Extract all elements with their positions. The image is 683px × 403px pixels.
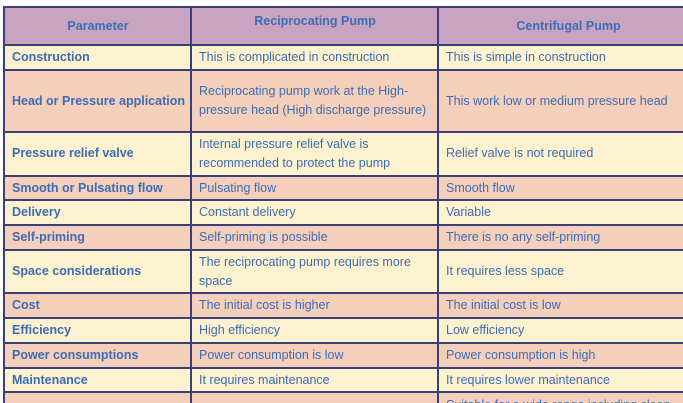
parameter-cell: Space considerations	[3, 248, 192, 295]
parameter-cell: Fluid handling	[3, 391, 192, 403]
table-row: Maintenance It requires maintenance It r…	[3, 366, 683, 394]
reciprocating-cell: Reciprocating pump work at the High-pres…	[190, 69, 439, 133]
centrifugal-cell: Suitable for a wide range including clea…	[437, 391, 683, 403]
parameter-cell: Delivery	[3, 199, 192, 226]
centrifugal-cell: It requires less space	[437, 248, 683, 295]
reciprocating-cell: High efficiency	[190, 317, 439, 344]
table-row: Power consumptions Power consumption is …	[3, 341, 683, 369]
centrifugal-cell: It requires lower maintenance	[437, 366, 683, 394]
centrifugal-cell: Smooth flow	[437, 174, 683, 202]
parameter-cell: Pressure relief valve	[3, 131, 192, 177]
table-row: Delivery Constant delivery Variable	[3, 199, 683, 226]
table-row: Efficiency High efficiency Low efficienc…	[3, 317, 683, 344]
pump-comparison-table: Parameter Reciprocating Pump Centrifugal…	[3, 6, 683, 403]
reciprocating-cell: Power consumption is low	[190, 341, 439, 369]
parameter-cell: Head or Pressure application	[3, 69, 192, 133]
parameter-cell: Smooth or Pulsating flow	[3, 174, 192, 202]
centrifugal-cell: There is no any self-priming	[437, 224, 683, 251]
table-row: Cost The initial cost is higher The init…	[3, 292, 683, 319]
reciprocating-cell: This is complicated in construction	[190, 44, 439, 71]
centrifugal-cell: Variable	[437, 199, 683, 226]
centrifugal-cell: Low efficiency	[437, 317, 683, 344]
table-row: Self-priming Self-priming is possible Th…	[3, 224, 683, 251]
header-row: Parameter Reciprocating Pump Centrifugal…	[3, 6, 683, 46]
parameter-cell: Efficiency	[3, 317, 192, 344]
centrifugal-cell: Power consumption is high	[437, 341, 683, 369]
table-row: Head or Pressure application Reciprocati…	[3, 69, 683, 133]
column-header-centrifugal-pump: Centrifugal Pump	[437, 6, 683, 46]
parameter-cell: Self-priming	[3, 224, 192, 251]
table-body: Construction This is complicated in cons…	[3, 44, 683, 403]
table-row: Fluid handling Suitable for clean, clear…	[3, 391, 683, 403]
parameter-cell: Maintenance	[3, 366, 192, 394]
table-row: Smooth or Pulsating flow Pulsating flow …	[3, 174, 683, 202]
column-header-parameter: Parameter	[3, 6, 192, 46]
reciprocating-cell: Suitable for clean, clear and non-abrasi…	[190, 391, 439, 403]
parameter-cell: Power consumptions	[3, 341, 192, 369]
reciprocating-cell: Constant delivery	[190, 199, 439, 226]
reciprocating-cell: The initial cost is higher	[190, 292, 439, 319]
table-row: Construction This is complicated in cons…	[3, 44, 683, 71]
reciprocating-cell: The reciprocating pump requires more spa…	[190, 248, 439, 295]
centrifugal-cell: This work low or medium pressure head	[437, 69, 683, 133]
centrifugal-cell: This is simple in construction	[437, 44, 683, 71]
reciprocating-cell: Pulsating flow	[190, 174, 439, 202]
centrifugal-cell: The initial cost is low	[437, 292, 683, 319]
reciprocating-cell: Internal pressure relief valve is recomm…	[190, 131, 439, 177]
column-header-reciprocating-pump: Reciprocating Pump	[190, 6, 439, 46]
table-header: Parameter Reciprocating Pump Centrifugal…	[3, 6, 683, 46]
centrifugal-cell: Relief valve is not required	[437, 131, 683, 177]
parameter-cell: Construction	[3, 44, 192, 71]
parameter-cell: Cost	[3, 292, 192, 319]
reciprocating-cell: Self-priming is possible	[190, 224, 439, 251]
reciprocating-cell: It requires maintenance	[190, 366, 439, 394]
table-row: Pressure relief valve Internal pressure …	[3, 131, 683, 177]
table-row: Space considerations The reciprocating p…	[3, 248, 683, 295]
